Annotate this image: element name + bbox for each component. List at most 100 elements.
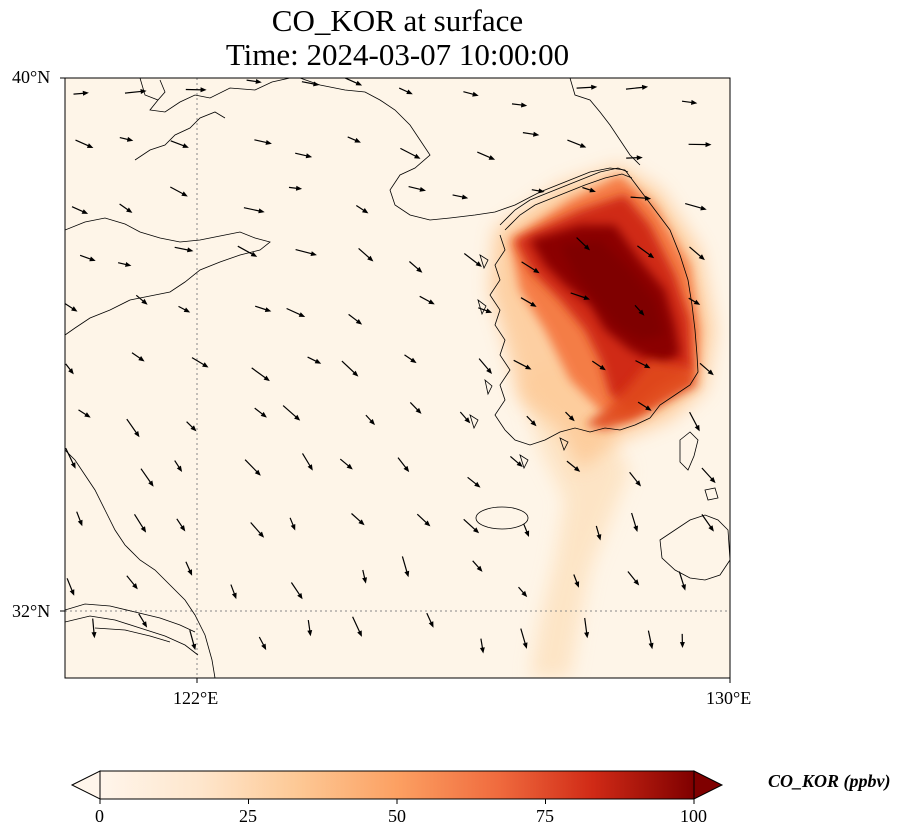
wind-arrow-head — [81, 209, 89, 214]
wind-arrow-head — [633, 525, 638, 532]
wind-arrow-head — [464, 417, 471, 424]
wind-arrow-head — [134, 431, 140, 438]
colorbar-label: CO_KOR (ppbv) — [768, 771, 891, 791]
colorbar-tick-25: 25 — [239, 806, 257, 826]
wind-arrow-head — [485, 308, 493, 314]
wind-arrow-head — [182, 143, 189, 148]
wind-arrow-head — [533, 267, 540, 274]
wind-arrow-head — [263, 375, 270, 382]
wind-arrow-head — [644, 195, 652, 201]
wind-arrow-head — [410, 357, 417, 364]
wind-arrow-head — [574, 466, 581, 472]
colorbar-gradient — [99, 770, 695, 800]
wind-arrow-head — [479, 647, 485, 654]
wind-arrow-head — [260, 411, 267, 418]
wind-arrow-head — [599, 364, 606, 371]
wind-arrow-head — [68, 368, 74, 375]
wind-arrow-head — [358, 519, 365, 526]
wind-arrow-head — [307, 630, 313, 637]
wind-arrow-head — [635, 480, 641, 487]
wind-arrow — [295, 249, 315, 255]
wind-vector-field — [65, 78, 716, 654]
gridlines — [65, 78, 730, 678]
wind-arrow — [520, 628, 527, 647]
wind-arrow-head — [524, 530, 530, 537]
wind-arrow-head — [70, 462, 76, 469]
colorbar-extend-high — [693, 770, 724, 800]
title-line-1: CO_KOR at surface — [271, 3, 524, 38]
wind-arrow-head — [647, 252, 655, 259]
wind-arrow — [352, 616, 362, 635]
lon-tick-label-122: 122°E — [173, 688, 219, 708]
wind-arrow-head — [633, 579, 640, 586]
wind-arrow-head — [403, 465, 410, 473]
wind-arrow-head — [694, 424, 700, 432]
wind-arrow-head — [521, 102, 528, 108]
wind-arrow-head — [362, 208, 369, 214]
wind-arrow — [401, 556, 409, 575]
wind-arrow-head — [472, 91, 479, 97]
wind-arrow-head — [693, 299, 701, 305]
wind-arrow-head — [596, 534, 602, 541]
wind-arrow — [65, 302, 76, 311]
wind-arrow-head — [461, 194, 469, 200]
colorbar-tick-75: 75 — [536, 806, 554, 826]
wind-arrow-head — [691, 99, 698, 105]
wind-arrow-head — [488, 155, 496, 160]
wind-arrow-head — [525, 364, 532, 370]
wind-arrow — [251, 367, 268, 380]
wind-arrow-head — [404, 570, 410, 578]
wind-arrow-head — [126, 136, 134, 142]
wind-arrow-head — [416, 266, 423, 273]
wind-arrow-head — [414, 153, 421, 159]
wind-arrow-head — [82, 90, 89, 96]
wind-arrow — [341, 360, 357, 375]
wind-arrow — [625, 86, 646, 90]
wind-arrow-head — [305, 153, 313, 159]
wind-arrow-head — [264, 307, 272, 312]
wind-arrow-head — [290, 524, 296, 531]
wind-arrow-head — [530, 420, 537, 427]
wind-arrow-head — [202, 362, 209, 368]
wind-arrow — [126, 418, 139, 436]
wind-arrow-head — [179, 525, 186, 532]
wind-arrow-head — [86, 143, 94, 148]
wind-arrow-head — [314, 358, 322, 364]
wind-arrow-head — [367, 255, 374, 262]
wind-arrow-head — [294, 414, 301, 421]
wind-arrow-head — [190, 425, 197, 432]
wind-arrow-head — [258, 531, 265, 538]
wind-arrow-head — [126, 207, 133, 213]
wind-arrow-head — [584, 632, 590, 639]
wind-arrow-head — [538, 188, 545, 194]
wind-arrow-head — [645, 405, 652, 411]
wind-arrow-head — [705, 142, 712, 148]
wind-arrow-head — [579, 143, 587, 148]
title-line-2: Time: 2024-03-07 10:00:00 — [225, 37, 570, 72]
wind-arrow-head — [709, 477, 716, 484]
wind-arrow-head — [355, 319, 363, 325]
wind-arrow-head — [313, 81, 320, 87]
wind-arrow-head — [84, 412, 91, 418]
wind-arrow-head — [415, 407, 422, 414]
wind-arrow-head — [148, 480, 154, 487]
map-frame — [64, 77, 731, 679]
wind-arrow-head — [516, 461, 523, 467]
wind-arrow-head — [298, 312, 306, 317]
wind-arrow-head — [679, 642, 685, 648]
wind-arrow-head — [140, 526, 147, 533]
wind-arrow-head — [424, 520, 431, 527]
wind-arrow-head — [591, 84, 598, 90]
wind-arrow-head — [140, 89, 147, 94]
wind-arrow-head — [141, 621, 148, 628]
wind-arrow — [400, 147, 419, 158]
wind-arrow-head — [406, 89, 413, 95]
wind-arrow-head — [138, 356, 145, 362]
lat-tick-label-32: 32°N — [12, 601, 51, 621]
wind-arrow-head — [132, 583, 138, 590]
wind-arrow-head — [589, 187, 596, 193]
wind-arrow-head — [352, 370, 359, 377]
wind-arrow-head — [530, 301, 537, 307]
wind-arrow-head — [369, 419, 375, 426]
wind-arrow-head — [700, 205, 707, 211]
